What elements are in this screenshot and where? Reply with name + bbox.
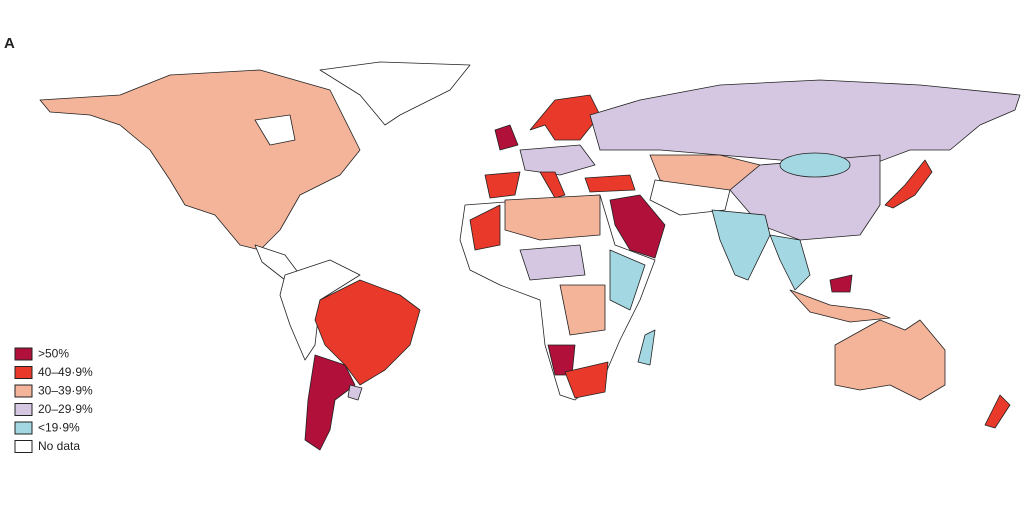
russia [589,79,1021,166]
east-africa [609,249,646,311]
india [711,209,771,281]
central-europe [519,144,596,176]
new-zealand [984,394,1011,429]
legend-label: 20–29·9% [38,402,93,416]
legend-label: 40–49·9% [38,365,93,379]
legend-swatch [14,421,33,435]
legend-swatch [14,366,33,379]
madagascar [637,329,656,366]
brazil [314,279,421,386]
saudi-arabia [609,194,666,259]
legend: >50% 40–49·9% 30–39·9% 20–29·9% <19·9% No dat… [14,347,93,453]
legend-swatch [14,347,33,361]
legend-label: 30–39·9% [38,384,93,398]
united-kingdom [494,124,519,151]
legend-swatch [14,440,33,453]
italy [539,171,566,199]
japan [884,159,933,209]
hudson-bay [254,114,296,146]
central-africa [519,244,586,281]
malaysia [829,274,853,293]
legend-swatch [14,384,33,398]
world-map [39,61,1021,451]
uruguay [347,384,363,401]
southern-africa [559,284,606,336]
iberia [484,171,521,199]
australia [834,319,946,401]
southeast-asia [769,234,811,291]
panel-label: A [4,35,15,52]
turkey [584,174,636,193]
argentina [304,354,356,451]
south-africa [564,361,609,399]
north-africa [504,194,601,241]
central-asia [649,179,731,216]
morocco [469,204,501,251]
legend-swatch [14,403,33,416]
legend-label: No data [38,439,80,453]
legend-label: <19·9% [38,421,80,435]
legend-label: >50% [38,347,69,361]
indonesia [789,289,891,323]
mongolia [779,152,851,178]
scandinavia [529,94,601,141]
africa [459,194,656,401]
andean-countries [279,259,361,361]
greenland [319,61,471,126]
north-america [39,69,361,251]
